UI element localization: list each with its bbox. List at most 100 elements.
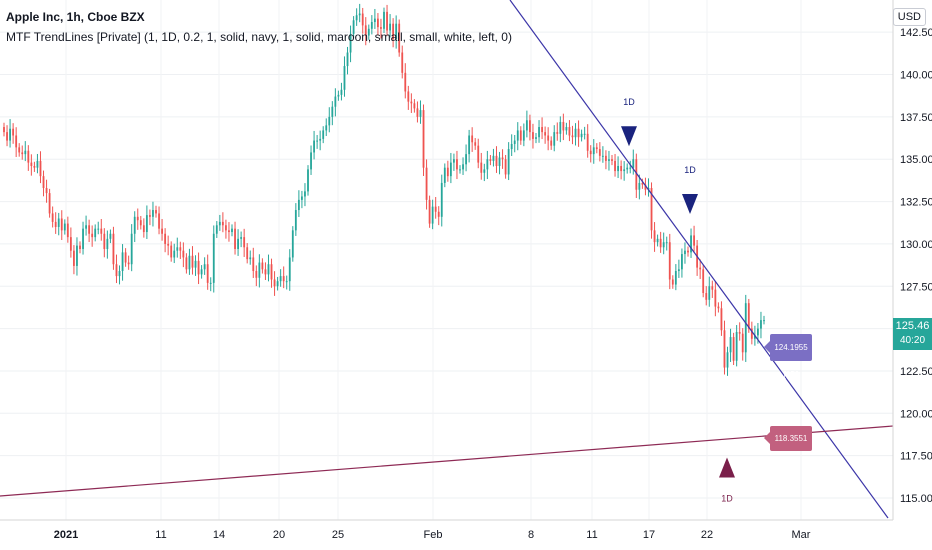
candle-body: [200, 269, 203, 275]
candle-body: [565, 127, 568, 131]
candle-body: [659, 238, 662, 248]
price-tick-label: 127.50: [900, 281, 932, 293]
trendlines: [0, 0, 894, 519]
candle-body: [124, 252, 127, 263]
candle-body: [538, 127, 540, 138]
time-tick-label: 17: [643, 529, 655, 541]
price-tick-label: 142.50: [900, 27, 932, 39]
candle-body: [477, 145, 480, 163]
candle-body: [434, 206, 437, 212]
candle-body: [191, 255, 194, 268]
candle-body: [729, 337, 732, 353]
candle-body: [258, 262, 261, 278]
candle-body: [355, 15, 358, 21]
candle-body: [161, 228, 163, 234]
candle-body: [656, 238, 659, 243]
candle-body: [690, 235, 692, 253]
navy-trendline[interactable]: [509, 0, 889, 519]
candle-body: [592, 147, 595, 155]
candle-body: [103, 233, 106, 249]
candle-body: [687, 250, 689, 253]
candle-body: [82, 228, 84, 249]
price-scale[interactable]: 142.50 140.00 137.50 135.00 132.50 130.00 127.…: [900, 27, 932, 505]
pivot-label: 1D: [684, 165, 696, 175]
candle-body: [541, 127, 543, 133]
candle-body: [744, 303, 747, 353]
candle-body: [328, 116, 331, 126]
candle-body: [507, 149, 510, 175]
candle-body: [225, 225, 227, 231]
current-price-value: 125.46: [895, 320, 930, 332]
candle-body: [66, 223, 69, 238]
candle-body: [453, 159, 455, 163]
candle-body: [389, 23, 391, 31]
candle-body: [468, 135, 471, 155]
time-tick-label: 25: [332, 529, 344, 541]
candle-body: [164, 233, 167, 244]
candle-body: [398, 23, 401, 53]
pivot-high-marker: [621, 126, 637, 147]
candle-body: [310, 152, 312, 170]
candle-body: [6, 132, 8, 141]
candle-body: [489, 159, 492, 161]
candle-body: [176, 247, 179, 251]
time-axis[interactable]: 2021 11 14 20 25 Feb 8 11 17 22 Mar: [54, 529, 811, 541]
candle-body: [21, 152, 24, 155]
candle-body: [73, 250, 75, 266]
time-tick-label: 11: [586, 529, 597, 541]
candle-body: [325, 125, 328, 131]
candle-body: [629, 167, 632, 169]
candle-body: [416, 108, 419, 117]
candle-body: [735, 331, 738, 361]
time-tick-label: 2021: [54, 529, 78, 541]
candle-body: [307, 169, 309, 192]
maroon-trendline[interactable]: [0, 425, 894, 497]
candle-body: [237, 238, 239, 249]
candle-body: [401, 52, 404, 73]
candle-body: [741, 333, 744, 353]
candle-body: [115, 264, 118, 277]
candle-body: [76, 245, 78, 266]
candle-body: [495, 155, 498, 166]
grid-lines: [0, 0, 893, 520]
candle-body: [522, 130, 525, 141]
candle-body: [246, 247, 249, 260]
candle-body: [516, 130, 519, 141]
price-tick-label: 117.50: [900, 451, 932, 463]
bar-countdown: 40:20: [899, 335, 926, 346]
candle-body: [644, 184, 647, 190]
candle-body: [699, 267, 702, 270]
indicator-legend[interactable]: MTF TrendLines [Private] (1, 1D, 0.2, 1,…: [6, 30, 512, 44]
pivot-label: 1D: [623, 97, 635, 107]
candle-body: [483, 169, 486, 173]
candle-body: [249, 257, 252, 260]
time-tick-label: 11: [155, 529, 166, 541]
symbol-title[interactable]: Apple Inc, 1h, Cboe BZX: [6, 10, 145, 24]
candle-body: [456, 159, 458, 170]
candle-body: [580, 133, 583, 138]
candle-body: [48, 193, 51, 214]
candle-body: [577, 128, 580, 138]
candle-body: [136, 216, 139, 221]
candle-body: [407, 91, 410, 102]
currency-button[interactable]: USD: [892, 8, 926, 26]
candle-body: [550, 140, 553, 146]
candle-body: [395, 23, 398, 39]
candle-body: [747, 303, 750, 329]
candle-body: [674, 271, 677, 285]
candle-body: [757, 328, 759, 336]
candle-body: [91, 233, 94, 238]
candle-body: [337, 94, 340, 97]
price-tick-label: 137.50: [900, 112, 932, 124]
candle-body: [553, 132, 556, 146]
candle-body: [440, 182, 443, 217]
candle-body: [243, 237, 246, 248]
lower-badge-pointer: [764, 432, 770, 444]
candle-body: [173, 250, 176, 258]
candle-body: [228, 230, 230, 233]
candle-body: [273, 279, 276, 287]
candle-body: [130, 233, 133, 265]
candle-body: [197, 260, 200, 275]
candle-body: [608, 159, 610, 161]
candle-body: [492, 155, 495, 161]
